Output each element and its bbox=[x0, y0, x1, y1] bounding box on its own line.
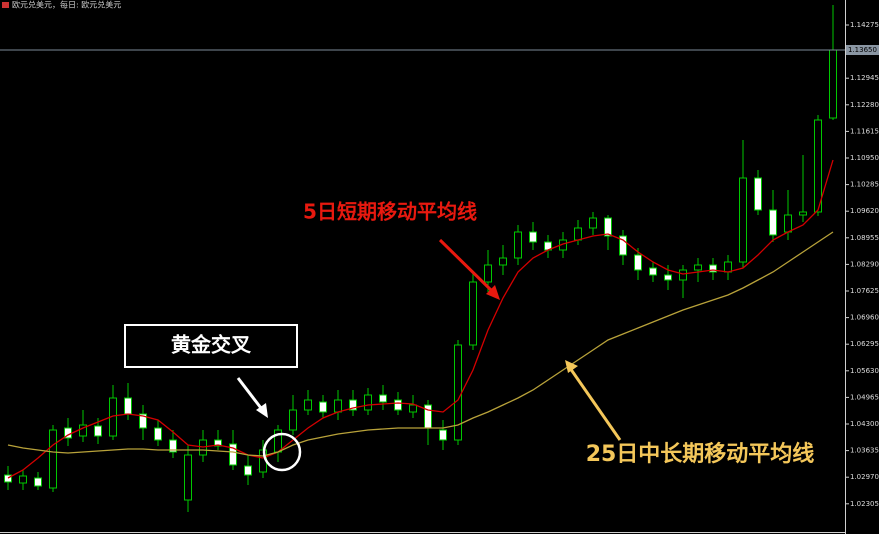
candle-body bbox=[334, 399, 342, 413]
candle-body bbox=[529, 231, 537, 243]
y-tick-label: 1.09620 bbox=[850, 207, 879, 215]
candle-body bbox=[289, 409, 297, 431]
candle-body bbox=[619, 235, 627, 256]
y-tick-label: 1.12280 bbox=[850, 101, 879, 109]
y-tick-label: 1.06295 bbox=[850, 340, 879, 348]
candle-body bbox=[319, 401, 327, 413]
candle-body bbox=[4, 474, 12, 483]
arrow bbox=[438, 238, 496, 295]
annotation: 黄金交叉 bbox=[171, 333, 252, 357]
candle-body bbox=[244, 465, 252, 476]
candle-body bbox=[574, 227, 582, 241]
candle-body bbox=[814, 119, 822, 213]
candle-body bbox=[214, 439, 222, 447]
window-title: 欧元兑美元，每日: 欧元兑美元 bbox=[12, 0, 121, 10]
y-tick-label: 1.11615 bbox=[850, 127, 879, 135]
candle-body bbox=[184, 454, 192, 501]
arrow bbox=[236, 377, 266, 413]
candle-body bbox=[604, 217, 612, 237]
current-price-label: 1.13650 bbox=[848, 46, 877, 54]
annotation: 25日中长期移动平均线 bbox=[586, 441, 815, 467]
arrow-head bbox=[565, 360, 578, 373]
candle-body bbox=[94, 425, 102, 437]
arrow-head bbox=[486, 285, 500, 300]
candle-body bbox=[784, 214, 792, 233]
candle-body bbox=[394, 399, 402, 411]
candle-body bbox=[724, 261, 732, 273]
arrow bbox=[568, 367, 622, 441]
y-tick-label: 1.10285 bbox=[850, 181, 879, 189]
candle-body bbox=[769, 209, 777, 236]
y-tick-label: 1.14275 bbox=[850, 21, 879, 29]
candle-body bbox=[49, 429, 57, 489]
candle-body bbox=[19, 475, 27, 484]
candle-body bbox=[679, 269, 687, 281]
plot bbox=[4, 5, 837, 512]
annotation: 5日短期移动平均线 bbox=[303, 200, 477, 224]
candle-body bbox=[649, 267, 657, 276]
arrow-head bbox=[256, 403, 268, 418]
annotation-box bbox=[124, 324, 298, 368]
candle-body bbox=[364, 394, 372, 411]
candle-body bbox=[634, 254, 642, 271]
y-tick-label: 1.04300 bbox=[850, 420, 879, 428]
candle-body bbox=[124, 397, 132, 415]
y-tick-label: 1.05630 bbox=[850, 367, 879, 375]
y-tick-label: 1.03635 bbox=[850, 447, 879, 455]
candle-body bbox=[709, 264, 717, 273]
current-price-box bbox=[846, 45, 879, 55]
y-tick-label: 1.12945 bbox=[850, 74, 879, 82]
candle-body bbox=[409, 404, 417, 413]
y-tick-label: 1.08955 bbox=[850, 234, 879, 242]
candle-body bbox=[304, 399, 312, 411]
candle-body bbox=[469, 281, 477, 346]
y-tick-label: 1.07625 bbox=[850, 287, 879, 295]
candle-body bbox=[154, 427, 162, 441]
candle-body bbox=[229, 443, 237, 466]
y-tick-label: 1.10950 bbox=[850, 154, 879, 162]
cross-circle bbox=[262, 432, 302, 472]
y-tick-label: 1.06960 bbox=[850, 314, 879, 322]
candle-body bbox=[754, 177, 762, 211]
y-tick-label: 1.02305 bbox=[850, 500, 879, 508]
candle-body bbox=[169, 439, 177, 453]
moving-average-line bbox=[7, 231, 834, 457]
y-tick-label: 1.08290 bbox=[850, 260, 879, 268]
candle-body bbox=[349, 399, 357, 411]
candle-body bbox=[664, 274, 672, 281]
candle-body bbox=[514, 231, 522, 259]
y-tick-label: 1.04965 bbox=[850, 393, 879, 401]
candle-body bbox=[589, 217, 597, 229]
candle-body bbox=[499, 257, 507, 266]
candle-body bbox=[829, 49, 837, 119]
moving-average-line bbox=[7, 159, 834, 479]
candle-body bbox=[484, 264, 492, 283]
y-tick-label: 1.02970 bbox=[850, 473, 879, 481]
candle-body bbox=[79, 424, 87, 437]
candle-body bbox=[34, 477, 42, 487]
window-icon bbox=[2, 2, 9, 8]
candle-body bbox=[379, 394, 387, 403]
candle-body bbox=[739, 177, 747, 263]
candle-body bbox=[694, 264, 702, 271]
candle-body bbox=[439, 429, 447, 441]
candle-body bbox=[139, 413, 147, 429]
candle-body bbox=[799, 211, 807, 216]
